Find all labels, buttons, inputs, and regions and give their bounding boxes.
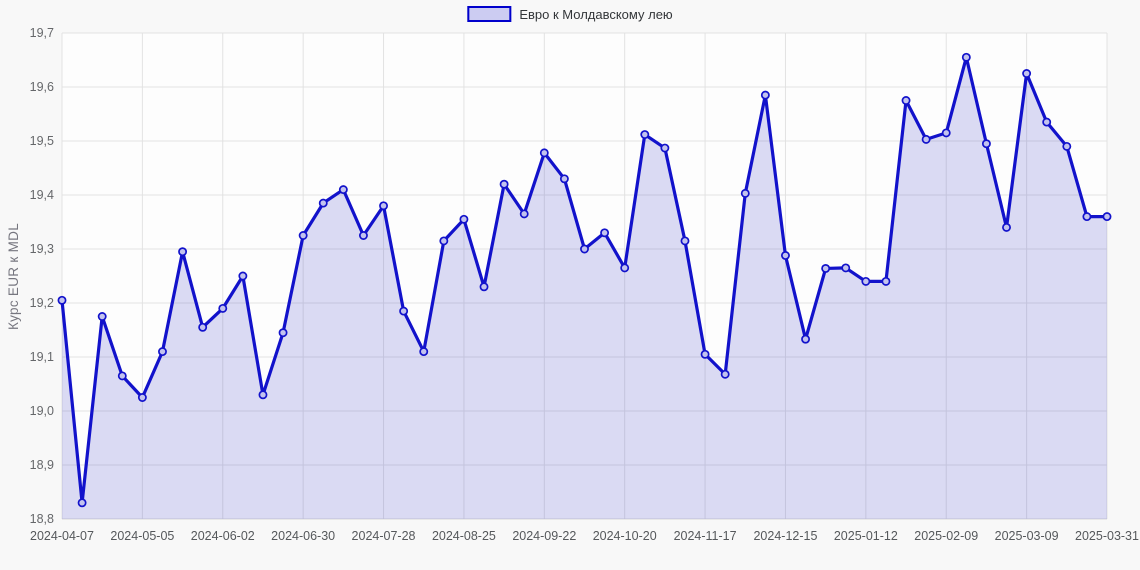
data-point[interactable] (660, 143, 670, 153)
data-point[interactable] (1022, 69, 1032, 78)
data-point[interactable] (318, 198, 328, 208)
y-tick-label: 19,4 (30, 188, 54, 202)
data-point[interactable] (559, 174, 569, 184)
x-tick-label: 2025-03-09 (995, 529, 1059, 543)
data-point[interactable] (278, 328, 288, 338)
data-point[interactable] (760, 90, 770, 100)
x-tick-label: 2024-12-15 (753, 529, 817, 543)
data-point[interactable] (338, 185, 348, 195)
y-tick-label: 19,2 (30, 296, 54, 310)
y-tick-label: 19,5 (30, 134, 54, 148)
y-tick-label: 18,9 (30, 458, 54, 472)
data-point[interactable] (137, 393, 147, 402)
data-point[interactable] (97, 312, 107, 321)
data-point[interactable] (1042, 117, 1052, 127)
data-point[interactable] (419, 347, 429, 357)
x-tick-label: 2024-11-17 (674, 529, 737, 543)
plot-area (62, 33, 1107, 519)
legend-swatch-icon (467, 6, 512, 22)
y-tick-label: 19,0 (30, 404, 54, 418)
data-point[interactable] (258, 390, 268, 400)
data-point[interactable] (57, 295, 67, 305)
y-tick-label: 19,6 (30, 80, 54, 94)
data-point[interactable] (861, 276, 871, 286)
data-point[interactable] (700, 349, 710, 359)
x-tick-label: 2024-06-02 (191, 529, 255, 543)
data-point[interactable] (298, 231, 308, 240)
x-tick-label: 2024-09-22 (512, 529, 576, 543)
series-area-fill (62, 57, 1107, 520)
data-point[interactable] (519, 209, 529, 219)
y-tick-label: 19,7 (30, 26, 54, 40)
data-point[interactable] (781, 251, 790, 260)
data-point[interactable] (439, 236, 449, 246)
data-point[interactable] (379, 201, 388, 211)
data-point[interactable] (1082, 212, 1092, 222)
y-tick-label: 18,8 (30, 512, 54, 526)
data-point[interactable] (600, 228, 610, 238)
data-point[interactable] (801, 334, 811, 344)
data-point[interactable] (901, 96, 911, 105)
data-point[interactable] (981, 139, 991, 149)
data-point[interactable] (841, 263, 851, 273)
y-tick-label: 19,1 (30, 350, 54, 364)
data-point[interactable] (720, 369, 730, 379)
data-point[interactable] (158, 347, 167, 357)
x-tick-label: 2024-04-07 (30, 529, 94, 543)
chart-legend[interactable]: Евро к Молдавскому лею (467, 6, 673, 22)
data-point[interactable] (358, 231, 368, 240)
x-tick-label: 2024-10-20 (593, 529, 657, 543)
data-point[interactable] (539, 148, 549, 158)
data-point[interactable] (198, 322, 208, 332)
data-point[interactable] (580, 244, 589, 254)
data-point[interactable] (961, 52, 971, 62)
data-point[interactable] (640, 130, 650, 139)
data-point[interactable] (740, 188, 750, 198)
data-point[interactable] (479, 282, 489, 292)
data-point[interactable] (218, 303, 228, 313)
data-point[interactable] (921, 134, 931, 144)
data-point[interactable] (238, 271, 248, 281)
x-tick-label: 2024-07-28 (352, 529, 416, 543)
x-tick-label: 2025-01-12 (834, 529, 898, 543)
x-tick-label: 2025-02-09 (914, 529, 978, 543)
data-point[interactable] (459, 214, 469, 224)
x-tick-label: 2025-03-31 (1075, 529, 1139, 543)
y-tick-label: 19,3 (30, 242, 54, 256)
data-point[interactable] (1102, 212, 1112, 222)
data-point[interactable] (499, 179, 509, 189)
data-point[interactable] (178, 247, 188, 257)
data-point[interactable] (881, 276, 891, 286)
data-point[interactable] (620, 263, 630, 273)
data-point[interactable] (399, 306, 409, 316)
data-point[interactable] (77, 498, 87, 508)
legend-series-label: Евро к Молдавскому лею (519, 6, 673, 22)
data-point[interactable] (821, 263, 831, 273)
data-point[interactable] (1002, 222, 1011, 232)
x-tick-label: 2024-06-30 (271, 529, 335, 543)
x-tick-label: 2024-05-05 (110, 529, 174, 543)
x-tick-label: 2024-08-25 (432, 529, 496, 543)
data-point[interactable] (680, 236, 690, 246)
data-point[interactable] (941, 128, 951, 138)
data-point[interactable] (117, 371, 127, 381)
data-point[interactable] (1062, 141, 1072, 151)
